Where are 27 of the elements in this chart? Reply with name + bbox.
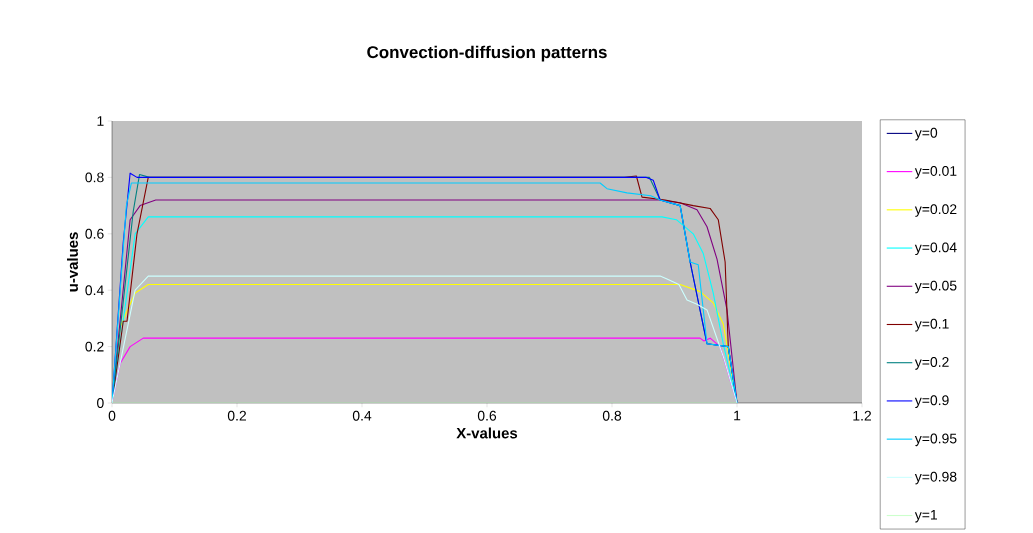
y-tick-label: 1	[97, 116, 104, 126]
x-tick-label: 0.4	[352, 410, 372, 421]
x-tick-label: 0.6	[477, 410, 497, 421]
y-tick-label: 0	[97, 398, 104, 408]
y-tick-label: 0.8	[85, 172, 104, 183]
y-axis-title: u-values	[67, 232, 78, 292]
legend-label: y=0.1	[914, 318, 949, 332]
legend-label: y=1	[914, 509, 938, 523]
legend-label: y=0.95	[914, 433, 957, 447]
legend-label: y=0.02	[914, 204, 957, 217]
legend-label: y=0	[914, 127, 938, 141]
legend-label: y=0.2	[914, 357, 949, 370]
x-tick-label: 0.2	[227, 410, 246, 421]
y-tick-label: 0.2	[85, 341, 104, 352]
x-axis-title: X-values	[456, 427, 518, 439]
chart-title: Convection-diffusion patterns	[367, 45, 607, 62]
legend-label: y=0.9	[914, 395, 949, 408]
legend-label: y=0.01	[914, 165, 957, 179]
x-tick-label: 0	[108, 410, 116, 421]
legend-label: y=0.98	[914, 471, 957, 485]
x-tick-label: 0.8	[602, 410, 622, 421]
x-tick-label: 1.2	[853, 410, 872, 421]
legend-label: y=0.05	[914, 280, 957, 294]
y-tick-label: 0.6	[85, 228, 104, 239]
x-tick-label: 1	[734, 410, 741, 421]
legend-label: y=0.04	[914, 242, 957, 256]
y-tick-label: 0.4	[85, 285, 104, 296]
